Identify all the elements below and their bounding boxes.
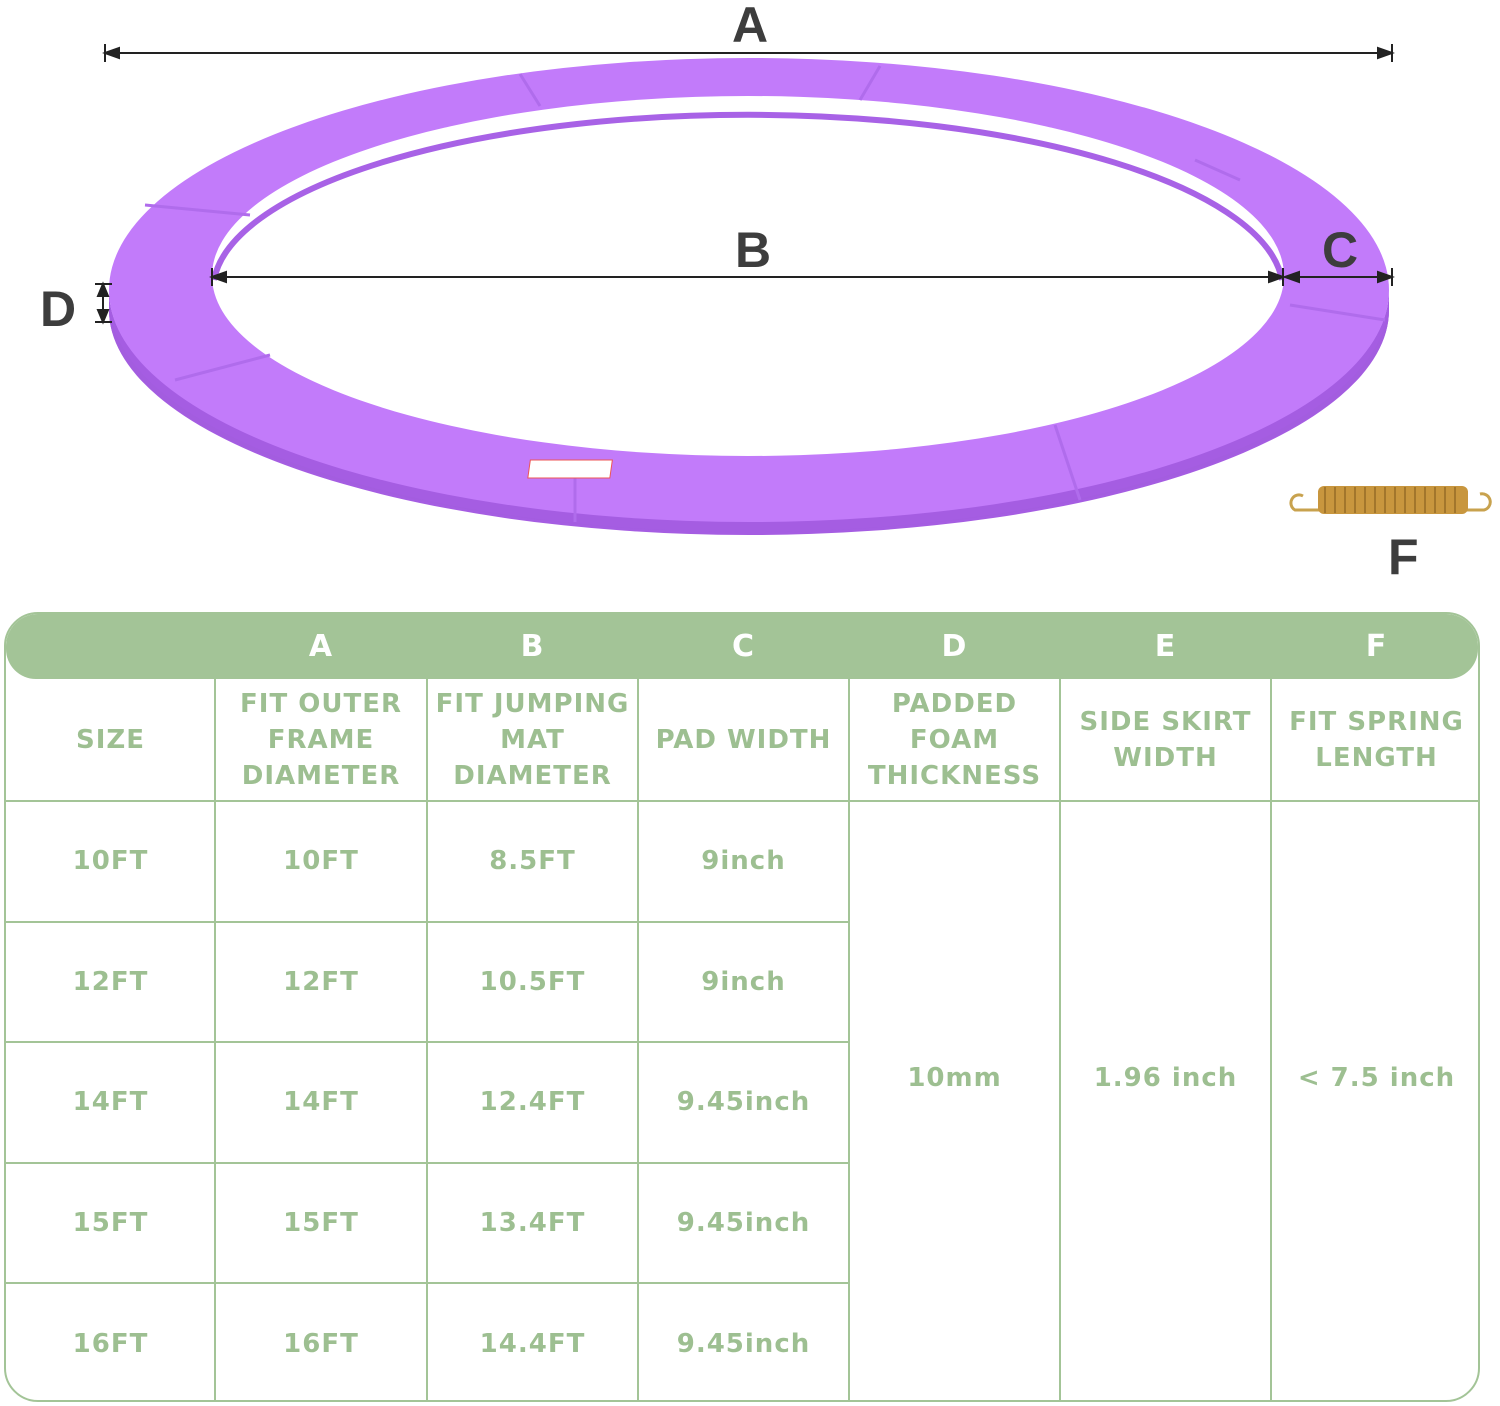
table-cell: 8.5FT: [489, 846, 576, 877]
pad-ring-top: [109, 58, 1389, 522]
column-divider: [1270, 679, 1272, 1400]
column-header: PADDED FOAM THICKNESS: [867, 689, 1042, 791]
table-cell: 14.4FT: [479, 1328, 586, 1359]
label-c: C: [1322, 222, 1359, 278]
inner-wall: [211, 111, 1285, 281]
table-cell: 10FT: [283, 846, 359, 877]
column-header: FIT OUTER FRAME DIAMETER: [240, 689, 402, 791]
table-letter-header: [6, 614, 1478, 679]
column-header: SIZE: [75, 725, 145, 755]
column-header: FIT JUMPING MAT DIAMETER: [435, 689, 630, 791]
dimension-c-line: [1282, 268, 1395, 286]
column-letter: B: [520, 628, 545, 664]
table-cell: 16FT: [72, 1328, 149, 1359]
table-cell: 16FT: [283, 1328, 359, 1359]
table-cell: 9inch: [701, 846, 786, 877]
table-cell: 14FT: [283, 1087, 359, 1118]
row-divider: [6, 920, 849, 923]
table-cell: 12FT: [283, 966, 359, 997]
spring-icon: [1289, 486, 1492, 514]
table-cell: 14FT: [72, 1087, 149, 1118]
column-divider: [426, 679, 428, 1400]
column-divider: [848, 679, 850, 1400]
column-header: FIT SPRING LENGTH: [1289, 707, 1464, 773]
column-letter: F: [1365, 628, 1388, 664]
row-divider: [6, 800, 1478, 802]
table-cell: 12FT: [72, 966, 149, 997]
dimension-a-line: [102, 44, 1395, 62]
table-cell: 10.5FT: [479, 966, 586, 997]
column-letter: C: [731, 628, 756, 664]
column-letter: E: [1154, 628, 1177, 664]
label-a: A: [732, 0, 769, 53]
table-cell: 12.4FT: [479, 1087, 586, 1118]
merged-cell: 1.96 inch: [1093, 1062, 1238, 1093]
row-divider: [6, 1161, 849, 1164]
table-cell: 9.45inch: [676, 1328, 811, 1359]
column-divider: [214, 679, 216, 1400]
row-divider: [6, 1041, 849, 1044]
product-tag: [527, 459, 613, 479]
column-divider: [637, 679, 639, 1400]
column-divider: [1059, 679, 1061, 1400]
dimension-d-line: [95, 281, 112, 325]
column-letter: [6, 614, 215, 679]
dimension-b-line: [209, 268, 1286, 286]
column-header: SIDE SKIRT WIDTH: [1079, 707, 1252, 773]
table-cell: 13.4FT: [479, 1208, 586, 1239]
column-header: PAD WIDTH: [655, 725, 832, 755]
label-f: F: [1388, 529, 1419, 585]
table-cell: 9.45inch: [676, 1208, 811, 1239]
merged-cell: < 7.5 inch: [1297, 1062, 1456, 1093]
row-divider: [6, 1282, 849, 1285]
label-b: B: [735, 222, 772, 278]
size-table: SIZE A FIT OUTER FRAME DIAMETER B FIT JUMPIN…: [4, 612, 1480, 1402]
label-d: D: [40, 281, 77, 337]
merged-cell: 10mm: [907, 1062, 1002, 1093]
table-cell: 9inch: [701, 966, 786, 997]
pad-seams: [144, 65, 1386, 522]
table-cell: 10FT: [72, 846, 149, 877]
table-cell: 15FT: [283, 1208, 359, 1239]
table-cell: 15FT: [72, 1208, 149, 1239]
column-letter: A: [308, 628, 334, 664]
column-letter: D: [941, 628, 968, 664]
trampoline-pad-diagram: [95, 44, 1492, 535]
table-cell: 9.45inch: [676, 1087, 811, 1118]
